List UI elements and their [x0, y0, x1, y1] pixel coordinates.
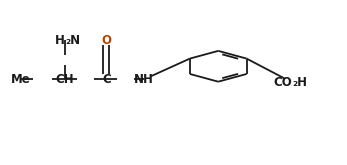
Text: ₂H: ₂H: [292, 76, 307, 89]
Text: CO: CO: [273, 76, 292, 89]
Text: O: O: [101, 34, 111, 47]
Text: ₂N: ₂N: [65, 34, 80, 47]
Text: NH: NH: [134, 73, 154, 86]
Text: Me: Me: [10, 73, 30, 86]
Text: C: C: [102, 73, 111, 86]
Text: H: H: [55, 34, 65, 47]
Text: CH: CH: [56, 73, 74, 86]
